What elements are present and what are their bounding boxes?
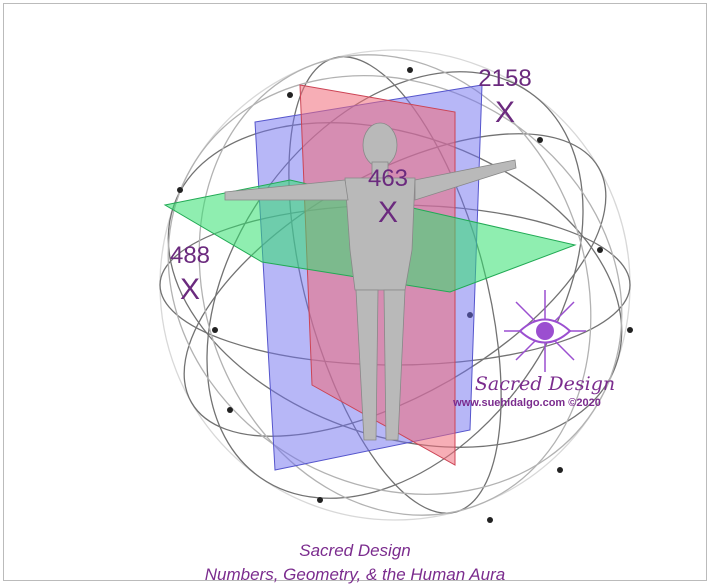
- markers: 2158 X 463 X 488 X: [170, 65, 532, 306]
- logo-name: Sacred Design: [475, 373, 615, 395]
- marker-symbol: X: [378, 196, 398, 229]
- caption-title: Sacred Design: [299, 541, 411, 560]
- marker-number: 2158: [478, 65, 531, 92]
- marker-number: 488: [170, 242, 210, 269]
- human-figure: [224, 122, 517, 441]
- logo: Sacred Design www.suehidalgo.com ©2020: [452, 290, 615, 409]
- logo-iris: [536, 322, 554, 340]
- marker-number: 463: [368, 165, 408, 192]
- logo-url: www.suehidalgo.com ©2020: [452, 397, 601, 409]
- caption-subtitle: Numbers, Geometry, & the Human Aura: [205, 565, 505, 584]
- marker-symbol: X: [180, 273, 200, 306]
- marker-symbol: X: [495, 96, 515, 129]
